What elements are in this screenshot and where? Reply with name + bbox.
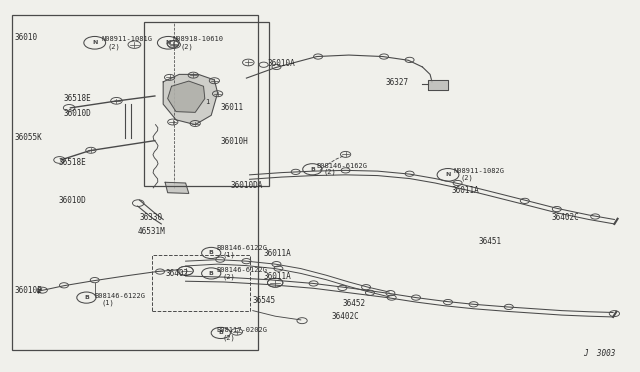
Text: B: B [209,250,214,256]
Text: B08146-6122G: B08146-6122G [216,246,268,251]
Text: B: B [310,167,315,172]
Text: N: N [445,172,451,177]
Text: (2): (2) [223,334,236,341]
Text: 36011A: 36011A [451,186,479,195]
Text: 36010D: 36010D [64,109,92,118]
Bar [12,15,258,350]
Text: 36452: 36452 [342,299,365,308]
Text: B08146-6122G: B08146-6122G [216,267,268,273]
Text: 36402C: 36402C [552,213,579,222]
Text: (1): (1) [101,299,114,306]
Text: 46531M: 46531M [138,227,165,236]
Polygon shape [165,182,189,193]
Text: 36010DA: 36010DA [230,181,263,190]
Text: 36011A: 36011A [264,272,291,280]
Text: 36402: 36402 [165,269,188,278]
Text: 36518E: 36518E [59,158,86,167]
Text: J  3003: J 3003 [583,349,616,358]
Text: N08918-10610: N08918-10610 [173,36,224,42]
Polygon shape [163,74,218,125]
Text: 36055K: 36055K [14,133,42,142]
Text: B: B [218,330,223,336]
Text: (2): (2) [223,274,236,280]
Text: 36010E: 36010E [14,286,42,295]
Text: B: B [209,271,214,276]
Text: 36010D: 36010D [59,196,86,205]
Text: 36010H: 36010H [221,137,248,146]
Text: B08146-6162G: B08146-6162G [317,163,368,169]
Text: 36402C: 36402C [332,312,359,321]
Text: N08911-1081G: N08911-1081G [101,36,152,42]
Text: 36011A: 36011A [264,249,291,258]
Text: 36010: 36010 [14,33,37,42]
Text: N: N [92,40,97,45]
Text: 36518E: 36518E [64,94,92,103]
Text: 36330: 36330 [140,213,163,222]
Polygon shape [168,81,205,112]
Text: N: N [166,40,171,45]
Text: (2): (2) [461,174,474,181]
Polygon shape [428,80,448,90]
Text: 36545: 36545 [253,296,276,305]
Text: 36451: 36451 [479,237,502,246]
Text: (1): (1) [223,252,236,259]
Text: N08911-1082G: N08911-1082G [453,168,504,174]
Text: 36010A: 36010A [268,59,295,68]
Text: B: B [84,295,89,300]
Text: (2): (2) [108,43,120,50]
Text: B08117-0202G: B08117-0202G [216,327,268,333]
Text: B08146-6122G: B08146-6122G [95,293,146,299]
Text: 1: 1 [205,99,209,105]
Text: 36327: 36327 [385,78,408,87]
Text: (2): (2) [323,169,336,176]
Text: (2): (2) [180,43,193,50]
Bar [144,22,269,186]
Text: 36011: 36011 [221,103,244,112]
